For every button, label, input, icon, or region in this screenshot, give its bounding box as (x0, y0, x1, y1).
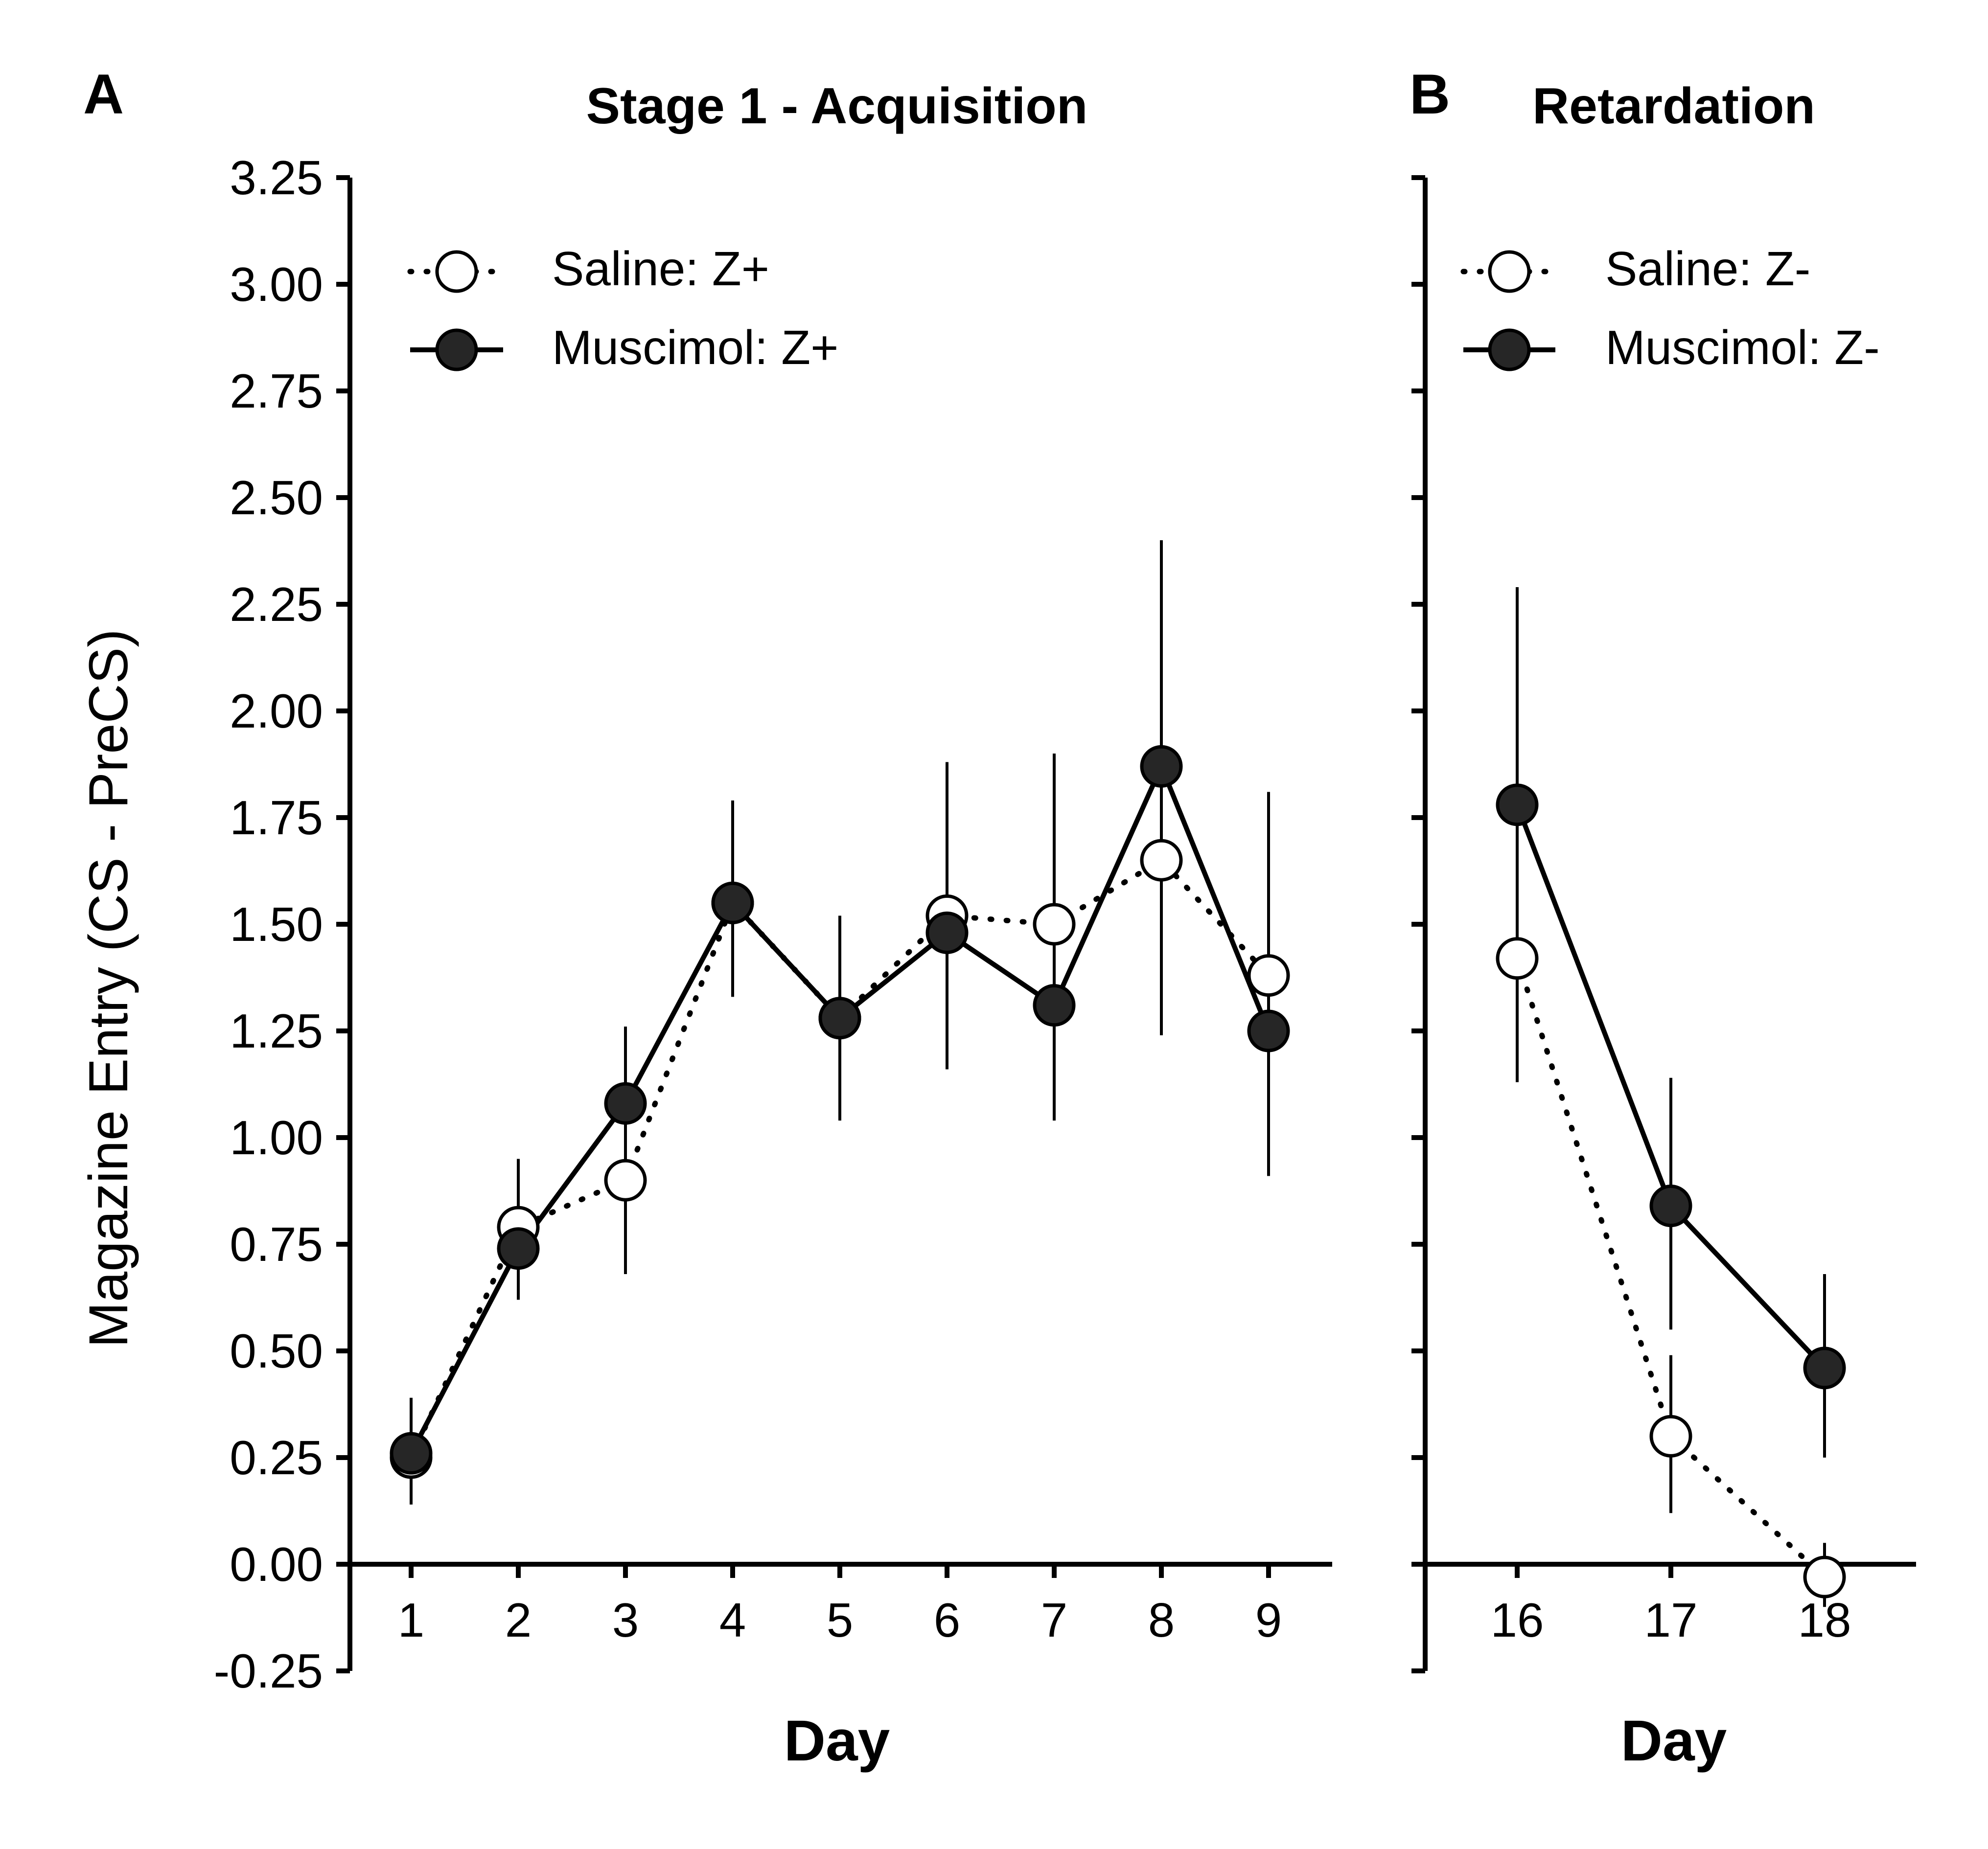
data-point-muscimol-z-plus (818, 997, 861, 1040)
y-tick-label: 0.50 (230, 1324, 323, 1378)
panel-b-points (1496, 783, 1846, 1598)
legend-label-muscimol-z-plus: Muscimol: Z+ (552, 320, 838, 374)
y-tick-label: 0.25 (230, 1431, 323, 1484)
y-tick-label: 1.00 (230, 1111, 323, 1164)
legend-key-marker-muscimol-z-minus (1488, 328, 1531, 371)
legend-label-saline-z-minus: Saline: Z- (1605, 242, 1810, 296)
y-tick-label: 0.00 (230, 1537, 323, 1591)
panel-a-title: Stage 1 - Acquisition (586, 78, 1088, 135)
panel-a-x-tick-label: 3 (612, 1593, 639, 1647)
y-tick-label: 3.00 (230, 257, 323, 311)
y-tick-label: 1.50 (230, 897, 323, 951)
data-point-muscimol-z-plus (925, 911, 969, 954)
legend-key-marker-muscimol-z-plus (435, 328, 478, 371)
data-point-muscimol-z-minus (1803, 1347, 1846, 1390)
legend-label-saline-z-plus: Saline: Z+ (552, 242, 769, 296)
data-point-saline-z-minus (1496, 937, 1539, 980)
panel-b: B Retardation Day 16 17 18 Saline: Z- Musc… (1410, 63, 1916, 1773)
panel-a-points (390, 745, 1290, 1479)
panel-a-x-tick-label: 4 (719, 1593, 746, 1647)
y-tick-label: -0.25 (214, 1644, 323, 1698)
y-axis-title: Magazine Entry (CS - PreCS) (78, 629, 139, 1348)
data-point-muscimol-z-minus (1496, 783, 1539, 826)
data-point-saline-z-minus (1649, 1415, 1692, 1458)
data-point-muscimol-z-plus (1033, 984, 1076, 1027)
panel-a-letter: A (83, 63, 124, 126)
panel-b-legend: Saline: Z- Muscimol: Z- (1460, 242, 1880, 374)
y-tick-label: 0.75 (230, 1217, 323, 1271)
panel-a-x-tick-label: 9 (1255, 1593, 1282, 1647)
y-tick-label: 1.25 (230, 1004, 323, 1058)
panel-a-x-axis-title: Day (784, 1709, 890, 1773)
panel-a-x-tick-label: 7 (1041, 1593, 1068, 1647)
data-point-saline-z-plus (1140, 839, 1183, 882)
y-tick-label: 3.25 (230, 151, 323, 205)
panel-b-title: Retardation (1532, 78, 1815, 135)
data-point-saline-z-plus (604, 1159, 647, 1202)
panel-a-x-tick-label: 6 (934, 1593, 961, 1647)
legend-key-marker-saline-z-plus (435, 250, 478, 293)
panel-a-x-tick-label: 5 (827, 1593, 854, 1647)
data-point-muscimol-z-plus (711, 881, 754, 924)
panel-b-x-tick-label: 17 (1644, 1593, 1697, 1647)
panel-b-x-axis-title: Day (1621, 1709, 1727, 1773)
y-tick-label: 2.50 (230, 471, 323, 525)
data-point-muscimol-z-minus (1649, 1185, 1692, 1228)
panel-b-letter: B (1410, 63, 1450, 126)
panel-b-error-bars (1516, 587, 1826, 1607)
y-tick-label: 1.75 (230, 791, 323, 845)
y-tick-label: 2.00 (230, 684, 323, 738)
panel-a: A Stage 1 - Acquisition Magazine Entry (… (78, 63, 1332, 1773)
data-point-muscimol-z-plus (390, 1432, 433, 1475)
legend-label-muscimol-z-minus: Muscimol: Z- (1605, 320, 1880, 374)
data-point-muscimol-z-plus (1247, 1009, 1290, 1052)
y-tick-label: 2.25 (230, 577, 323, 631)
panel-a-x-tick-label: 8 (1148, 1593, 1175, 1647)
data-point-muscimol-z-plus (1140, 745, 1183, 788)
panel-b-x-tick-label: 16 (1490, 1593, 1544, 1647)
y-tick-label: 2.75 (230, 364, 323, 418)
legend-key-marker-saline-z-minus (1488, 250, 1531, 293)
panel-a-x-tick-label: 2 (505, 1593, 532, 1647)
data-point-saline-z-plus (1247, 954, 1290, 997)
panel-a-x-tick-label: 1 (398, 1593, 425, 1647)
panel-a-axes: -0.25 0.00 0.25 0.50 0.75 1.00 1.25 1.50 1.75 2.0… (214, 151, 1332, 1698)
panel-a-legend: Saline: Z+ Muscimol: Z+ (407, 242, 838, 374)
data-point-saline-z-plus (1033, 903, 1076, 946)
data-point-muscimol-z-plus (604, 1082, 647, 1125)
data-point-muscimol-z-plus (497, 1227, 540, 1270)
data-point-saline-z-minus (1803, 1555, 1846, 1598)
